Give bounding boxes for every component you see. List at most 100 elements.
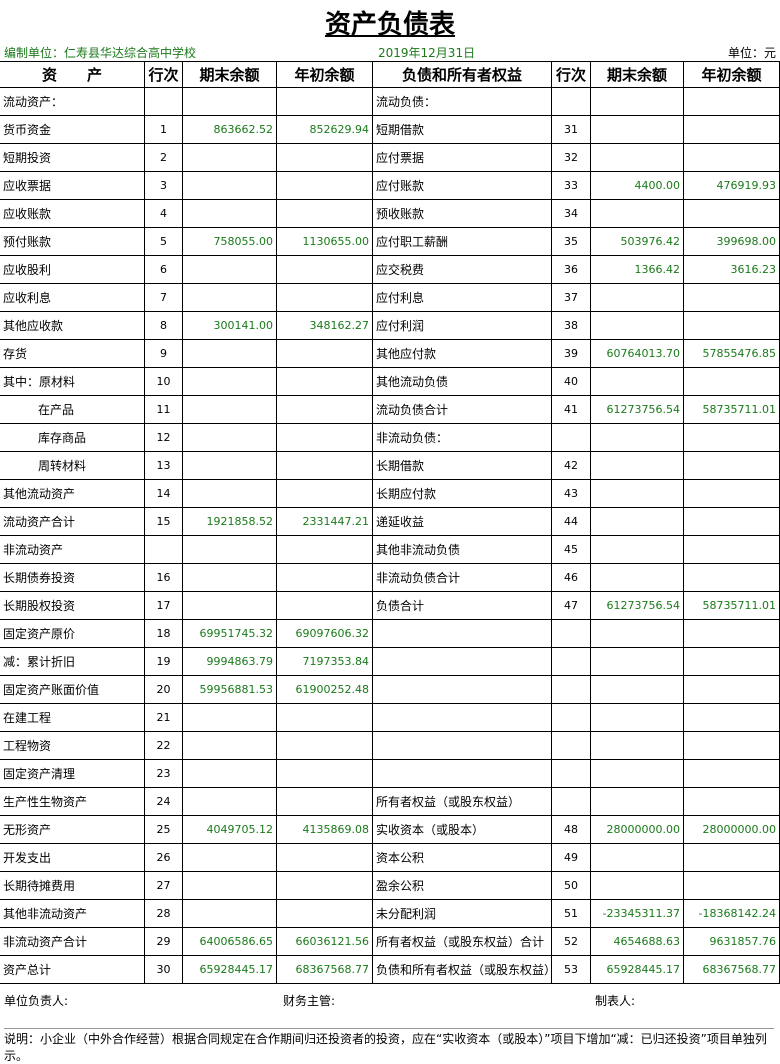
empty-cell [684,116,780,144]
empty-cell [277,88,373,116]
empty-cell [591,424,684,452]
empty-cell [552,620,591,648]
cell: 19 [145,648,183,676]
empty-cell [591,452,684,480]
cell: 27 [145,872,183,900]
cell: 38 [552,312,591,340]
cell: 47 [552,592,591,620]
empty-cell [684,732,780,760]
cell: 42 [552,452,591,480]
cell: 44 [552,508,591,536]
cell: 300141.00 [183,312,277,340]
empty-cell [145,88,183,116]
cell: 23 [145,760,183,788]
cell: 2 [145,144,183,172]
empty-cell [684,144,780,172]
empty-cell [183,424,277,452]
empty-cell [591,704,684,732]
cell: 应收利息 [0,284,145,312]
cell: 应付利息 [373,284,552,312]
cell: 33 [552,172,591,200]
cell: 非流动负债合计 [373,564,552,592]
column-header: 年初余额 [684,62,780,88]
cell: 69951745.32 [183,620,277,648]
empty-cell [183,564,277,592]
cell: 52 [552,928,591,956]
cell: 8 [145,312,183,340]
cell: 长期待摊费用 [0,872,145,900]
cell: 4400.00 [591,172,684,200]
date: 2019年12月31日 [378,46,476,60]
empty-cell [591,480,684,508]
cell: 生产性生物资产 [0,788,145,816]
cell: 32 [552,144,591,172]
cell: 预付账款 [0,228,145,256]
cell: 固定资产账面价值 [0,676,145,704]
cell: 7197353.84 [277,648,373,676]
empty-cell [277,564,373,592]
cell: -23345311.37 [591,900,684,928]
cell: 59956881.53 [183,676,277,704]
cell: 35 [552,228,591,256]
empty-cell [684,88,780,116]
cell: 25 [145,816,183,844]
cell: 37 [552,284,591,312]
empty-cell [183,368,277,396]
empty-cell [591,676,684,704]
cell: 1921858.52 [183,508,277,536]
empty-cell [552,788,591,816]
cell: 流动负债： [373,88,552,116]
empty-cell [183,592,277,620]
empty-cell [277,592,373,620]
cell: 流动负债合计 [373,396,552,424]
cell: 4654688.63 [591,928,684,956]
cell: 非流动资产 [0,536,145,564]
cell: 45 [552,536,591,564]
empty-cell [684,200,780,228]
cell: 48 [552,816,591,844]
cell: 22 [145,732,183,760]
empty-cell [684,564,780,592]
empty-cell [591,536,684,564]
empty-cell [373,732,552,760]
empty-cell [183,256,277,284]
empty-cell [591,200,684,228]
cell: 长期借款 [373,452,552,480]
column-header: 年初余额 [277,62,373,88]
empty-cell [277,172,373,200]
empty-cell [183,760,277,788]
empty-cell [277,732,373,760]
empty-cell [591,284,684,312]
cell: 4049705.12 [183,816,277,844]
empty-cell [277,452,373,480]
empty-cell [552,704,591,732]
cell: 所有者权益（或股东权益）合计 [373,928,552,956]
cell: 26 [145,844,183,872]
cell: 399698.00 [684,228,780,256]
cell: 68367568.77 [684,956,780,984]
cell: 9994863.79 [183,648,277,676]
cell: 应收票据 [0,172,145,200]
empty-cell [277,368,373,396]
cell: 负债合计 [373,592,552,620]
cell: 固定资产清理 [0,760,145,788]
empty-cell [684,312,780,340]
empty-cell [552,676,591,704]
cell: 6 [145,256,183,284]
cell: 53 [552,956,591,984]
empty-cell [277,144,373,172]
empty-cell [277,844,373,872]
empty-cell [373,648,552,676]
empty-cell [277,424,373,452]
cell: 其他应收款 [0,312,145,340]
empty-cell [277,872,373,900]
empty-cell [183,480,277,508]
cell: 50 [552,872,591,900]
cell: 流动资产合计 [0,508,145,536]
cell: 503976.42 [591,228,684,256]
cell: 其他应付款 [373,340,552,368]
empty-cell [591,844,684,872]
footer-head: 单位负责人: [4,994,69,1008]
cell: 减：累计折旧 [0,648,145,676]
